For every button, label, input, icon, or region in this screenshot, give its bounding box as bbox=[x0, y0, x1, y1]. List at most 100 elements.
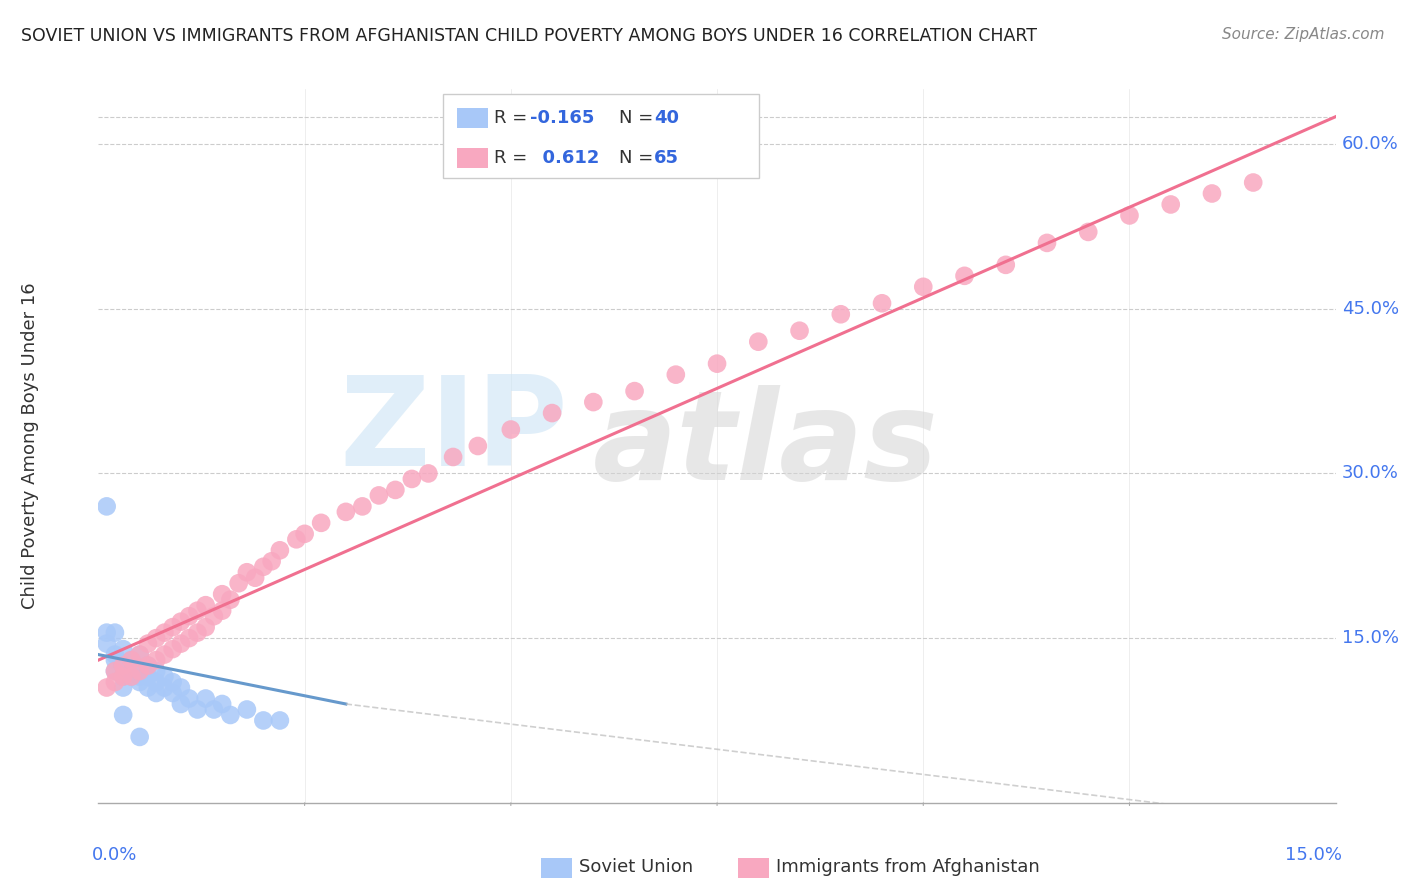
Point bbox=[252, 714, 274, 728]
Text: -0.165: -0.165 bbox=[530, 109, 595, 127]
Point bbox=[104, 653, 127, 667]
Text: 45.0%: 45.0% bbox=[1341, 300, 1399, 318]
Point bbox=[153, 648, 176, 662]
Point bbox=[120, 669, 142, 683]
Point bbox=[179, 631, 201, 645]
Point bbox=[1118, 209, 1140, 223]
Text: 15.0%: 15.0% bbox=[1285, 846, 1341, 863]
Point bbox=[153, 669, 176, 683]
Point bbox=[162, 675, 184, 690]
Text: Immigrants from Afghanistan: Immigrants from Afghanistan bbox=[776, 858, 1040, 876]
Point bbox=[162, 642, 184, 657]
Text: SOVIET UNION VS IMMIGRANTS FROM AFGHANISTAN CHILD POVERTY AMONG BOYS UNDER 16 CO: SOVIET UNION VS IMMIGRANTS FROM AFGHANIS… bbox=[21, 27, 1038, 45]
Point bbox=[384, 483, 406, 497]
Point bbox=[499, 423, 522, 437]
Point bbox=[202, 702, 225, 716]
Point bbox=[269, 714, 291, 728]
Point bbox=[252, 559, 274, 574]
Point bbox=[228, 576, 250, 591]
Text: N =: N = bbox=[619, 109, 658, 127]
Text: atlas: atlas bbox=[593, 385, 939, 507]
Point bbox=[623, 384, 645, 398]
Point bbox=[162, 620, 184, 634]
Point bbox=[120, 669, 142, 683]
Point bbox=[96, 681, 118, 695]
Point bbox=[128, 648, 150, 662]
Text: Source: ZipAtlas.com: Source: ZipAtlas.com bbox=[1222, 27, 1385, 42]
Point bbox=[269, 543, 291, 558]
Text: 40: 40 bbox=[654, 109, 679, 127]
Point bbox=[747, 334, 769, 349]
Point bbox=[401, 472, 423, 486]
Point bbox=[136, 658, 159, 673]
Point bbox=[953, 268, 976, 283]
Point bbox=[170, 615, 193, 629]
Point bbox=[145, 653, 167, 667]
Point bbox=[112, 669, 135, 683]
Point bbox=[236, 566, 259, 580]
Point bbox=[211, 587, 233, 601]
Point bbox=[186, 604, 208, 618]
Point bbox=[194, 691, 217, 706]
Point bbox=[179, 609, 201, 624]
Point bbox=[104, 664, 127, 678]
Point bbox=[789, 324, 811, 338]
Point bbox=[112, 669, 135, 683]
Text: R =: R = bbox=[494, 109, 533, 127]
Point bbox=[112, 708, 135, 723]
Text: R =: R = bbox=[494, 149, 533, 167]
Text: ZIP: ZIP bbox=[340, 371, 568, 492]
Point bbox=[665, 368, 688, 382]
Point bbox=[128, 730, 150, 744]
Point bbox=[186, 625, 208, 640]
Point bbox=[335, 505, 357, 519]
Point bbox=[120, 653, 142, 667]
Point bbox=[170, 681, 193, 695]
Text: 0.612: 0.612 bbox=[530, 149, 599, 167]
Point bbox=[870, 296, 893, 310]
Point bbox=[418, 467, 440, 481]
Point bbox=[145, 686, 167, 700]
Point bbox=[120, 653, 142, 667]
Point bbox=[112, 681, 135, 695]
Point bbox=[136, 637, 159, 651]
Text: 30.0%: 30.0% bbox=[1341, 465, 1399, 483]
Point bbox=[104, 648, 127, 662]
Text: Soviet Union: Soviet Union bbox=[579, 858, 693, 876]
Point bbox=[112, 658, 135, 673]
Text: 15.0%: 15.0% bbox=[1341, 629, 1399, 647]
Point bbox=[1160, 197, 1182, 211]
Point bbox=[104, 625, 127, 640]
Point bbox=[912, 280, 935, 294]
Point bbox=[367, 488, 389, 502]
Text: 65: 65 bbox=[654, 149, 679, 167]
Point bbox=[994, 258, 1017, 272]
Point bbox=[352, 500, 374, 514]
Point bbox=[153, 625, 176, 640]
Point bbox=[1077, 225, 1099, 239]
Point bbox=[706, 357, 728, 371]
Point bbox=[170, 697, 193, 711]
Point bbox=[120, 664, 142, 678]
Point bbox=[104, 664, 127, 678]
Point bbox=[202, 609, 225, 624]
Point bbox=[541, 406, 564, 420]
Point bbox=[1241, 176, 1264, 190]
Point bbox=[236, 702, 259, 716]
Point bbox=[96, 625, 118, 640]
Point bbox=[186, 702, 208, 716]
Point bbox=[285, 533, 308, 547]
Point bbox=[179, 691, 201, 706]
Point bbox=[219, 592, 242, 607]
Point bbox=[309, 516, 332, 530]
Point bbox=[96, 500, 118, 514]
Point bbox=[830, 307, 852, 321]
Point bbox=[219, 708, 242, 723]
Point bbox=[211, 697, 233, 711]
Point bbox=[136, 669, 159, 683]
Point bbox=[136, 658, 159, 673]
Point bbox=[96, 637, 118, 651]
Point bbox=[128, 648, 150, 662]
Point bbox=[582, 395, 605, 409]
Point bbox=[128, 669, 150, 683]
